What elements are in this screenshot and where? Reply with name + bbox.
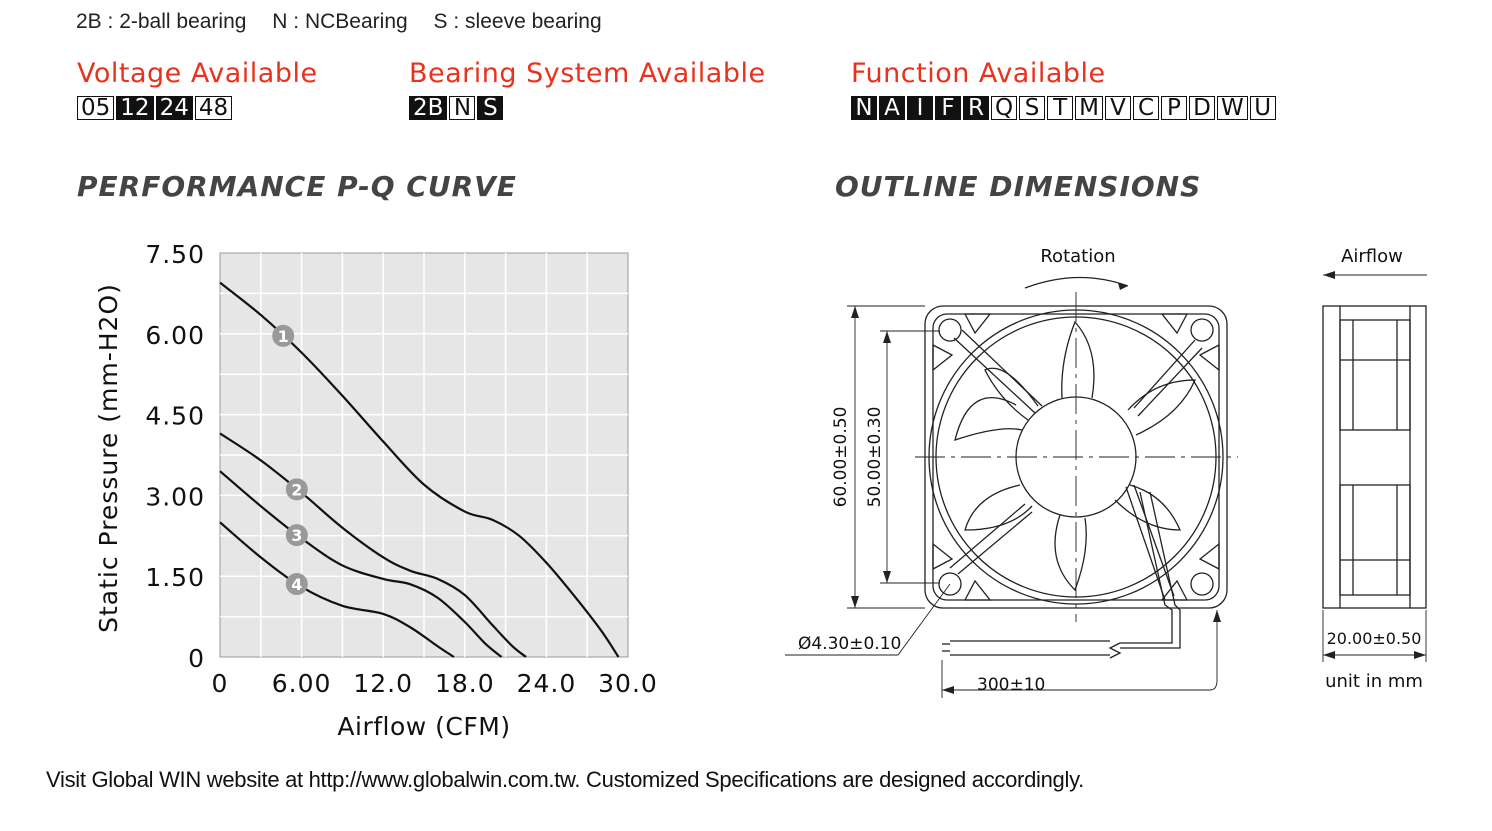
lead-length-label: 300±10 xyxy=(977,675,1045,695)
curve-4 xyxy=(219,521,455,658)
thickness-label: 20.00±0.50 xyxy=(1327,629,1422,648)
rotation-arrow xyxy=(1024,276,1129,289)
y-tick-label: 3.00 xyxy=(145,482,205,511)
x-tick-label: 6.00 xyxy=(272,669,332,698)
curve-3 xyxy=(219,470,503,658)
function-option-a: A xyxy=(879,96,905,120)
curve-marker-1 xyxy=(272,324,295,347)
outline-drawing: Rotation Airflow 60.00±0.50 50.00±0.30 Ø… xyxy=(785,246,1427,698)
bearing-option-n: N xyxy=(449,96,476,120)
outline-dimensions-heading: OUTLINE DIMENSIONS xyxy=(835,170,1202,203)
voltage-option-12: 12 xyxy=(116,96,154,120)
voltage-options: 05 12 24 48 xyxy=(77,96,233,120)
x-tick-label: 30.0 xyxy=(598,669,658,698)
function-option-i: I xyxy=(907,96,933,120)
bearing-options: 2B N S xyxy=(409,96,504,120)
rotation-label: Rotation xyxy=(1040,246,1115,267)
legend-item-n: N : NCBearing xyxy=(272,10,408,33)
voltage-title: Voltage Available xyxy=(77,58,318,89)
curve-marker-label: 1 xyxy=(278,327,289,346)
function-option-f: F xyxy=(935,96,961,120)
bearing-legend: 2B : 2-ball bearing N : NCBearing S : sl… xyxy=(76,10,622,34)
legend-item-2b: 2B : 2-ball bearing xyxy=(76,10,247,33)
function-option-u: U xyxy=(1249,96,1276,120)
function-option-m: M xyxy=(1075,96,1103,120)
x-tick-label: 12.0 xyxy=(353,669,413,698)
bearing-option-s: S xyxy=(477,96,504,120)
pq-curve-heading: PERFORMANCE P-Q CURVE xyxy=(77,170,517,203)
y-tick-label: 4.50 xyxy=(145,402,205,431)
curve-marker-2 xyxy=(285,478,308,501)
fan-side-view xyxy=(1322,305,1427,609)
function-option-v: V xyxy=(1104,96,1131,120)
function-title: Function Available xyxy=(851,58,1106,89)
dim-50-label: 50.00±0.30 xyxy=(865,407,885,508)
voltage-option-48: 48 xyxy=(194,96,233,120)
hole-label: Ø4.30±0.10 xyxy=(798,634,901,654)
function-option-p: P xyxy=(1160,96,1187,120)
bearing-option-2b: 2B xyxy=(409,96,448,120)
voltage-option-05: 05 xyxy=(77,96,115,120)
airflow-label: Airflow xyxy=(1341,246,1403,267)
dim-60-label: 60.00±0.50 xyxy=(831,407,851,508)
x-tick-label: 0 xyxy=(212,669,229,698)
y-tick-label: 6.00 xyxy=(145,321,205,350)
pq-chart: 0 1.50 3.00 4.50 6.00 7.50 0 6.00 12.0 18.0 24.0 3… xyxy=(94,240,658,741)
legend-item-s: S : sleeve bearing xyxy=(433,10,602,33)
function-option-w: W xyxy=(1216,96,1248,120)
function-option-r: R xyxy=(963,96,989,120)
function-option-s: S xyxy=(1019,96,1046,120)
curve-markers: 1 2 3 4 xyxy=(272,324,308,596)
x-tick-label: 18.0 xyxy=(435,669,495,698)
x-axis-label: Airflow (CFM) xyxy=(337,712,510,741)
y-tick-labels: 0 1.50 3.00 4.50 6.00 7.50 xyxy=(145,240,205,673)
function-option-n: N xyxy=(851,96,877,120)
curve-marker-label: 3 xyxy=(291,526,302,545)
y-tick-label: 1.50 xyxy=(145,563,205,592)
curve-marker-3 xyxy=(285,524,308,547)
function-option-q: Q xyxy=(991,96,1018,120)
bearing-title: Bearing System Available xyxy=(409,58,766,89)
curve-marker-label: 2 xyxy=(291,480,302,499)
footer-note: Visit Global WIN website at http://www.g… xyxy=(46,767,1084,792)
curve-marker-label: 4 xyxy=(291,575,302,594)
function-option-d: D xyxy=(1188,96,1215,120)
y-axis-label: Static Pressure (mm-H2O) xyxy=(94,283,123,633)
unit-label: unit in mm xyxy=(1325,671,1423,692)
function-option-c: C xyxy=(1132,96,1159,120)
grid-lines xyxy=(220,253,628,657)
x-tick-label: 24.0 xyxy=(517,669,577,698)
curve-1 xyxy=(219,281,620,658)
x-tick-labels: 0 6.00 12.0 18.0 24.0 30.0 xyxy=(212,669,658,698)
voltage-option-24: 24 xyxy=(155,96,193,120)
function-option-t: T xyxy=(1047,96,1074,120)
y-tick-label: 0 xyxy=(188,644,205,673)
y-tick-label: 7.50 xyxy=(145,240,205,269)
curve-marker-4 xyxy=(285,573,308,596)
